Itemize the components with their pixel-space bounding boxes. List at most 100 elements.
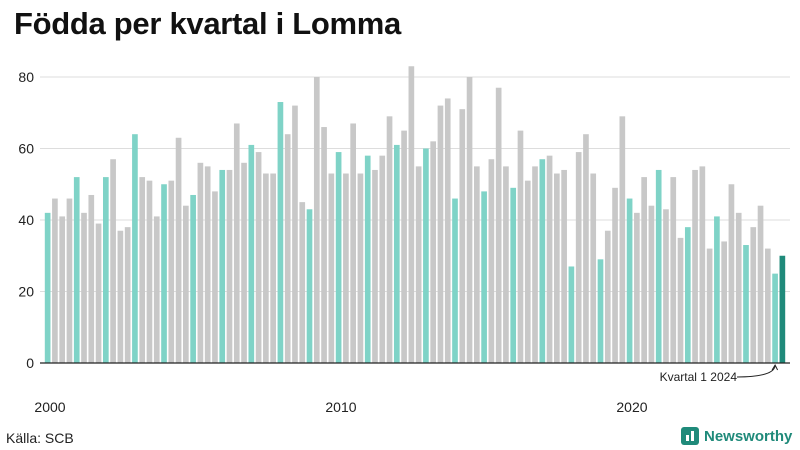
bar <box>772 273 778 364</box>
bar <box>692 169 698 363</box>
bar <box>444 98 451 363</box>
bar <box>241 162 247 363</box>
bar <box>364 155 371 363</box>
bar <box>561 169 567 363</box>
bar <box>168 180 175 363</box>
bar <box>670 177 677 363</box>
bar <box>648 205 655 363</box>
bar <box>124 227 131 363</box>
bar <box>103 177 109 363</box>
bar <box>44 212 51 363</box>
bar <box>284 134 291 363</box>
bar <box>423 148 429 363</box>
bar <box>110 159 116 363</box>
bar <box>481 191 487 363</box>
bar <box>357 173 364 363</box>
bar <box>73 177 80 363</box>
bar <box>401 130 407 364</box>
bar <box>764 248 771 363</box>
bar <box>95 223 102 363</box>
bar <box>233 123 240 363</box>
bar <box>153 216 160 363</box>
bar <box>270 173 276 363</box>
y-tick-label: 0 <box>26 355 34 371</box>
chart-title: Födda per kvartal i Lomma <box>14 6 401 41</box>
bar <box>175 137 182 363</box>
bar <box>728 184 735 363</box>
brand[interactable]: Newsworthy <box>681 427 792 445</box>
bar <box>735 212 742 363</box>
annotation-arrowhead <box>771 363 779 371</box>
bar <box>350 123 356 363</box>
bar <box>81 212 87 363</box>
bar <box>721 241 727 363</box>
bar <box>706 248 713 363</box>
bar <box>503 166 509 364</box>
bar <box>619 116 626 363</box>
bar <box>626 198 633 363</box>
bar <box>452 198 458 363</box>
bar <box>699 166 706 364</box>
bar <box>532 166 538 364</box>
bar <box>204 166 211 364</box>
bar <box>488 159 495 363</box>
bar <box>524 180 531 363</box>
y-tick-label: 20 <box>18 284 34 300</box>
bar <box>677 237 684 364</box>
bar <box>714 216 720 363</box>
bar <box>66 198 73 363</box>
bar <box>343 173 349 363</box>
bar <box>219 169 226 363</box>
bar <box>430 141 437 363</box>
bar <box>226 169 233 363</box>
bar <box>299 202 306 364</box>
bar <box>328 173 335 363</box>
bar <box>277 102 284 364</box>
source-note: Källa: SCB <box>6 430 74 446</box>
bar <box>743 245 749 363</box>
bar <box>641 177 647 363</box>
bar <box>306 209 313 363</box>
bar <box>393 144 400 363</box>
bar <box>132 134 138 363</box>
bar <box>263 173 269 363</box>
y-tick-label: 80 <box>18 69 34 85</box>
bar <box>335 152 342 363</box>
bar <box>408 66 415 364</box>
x-tick-label: 2000 <box>34 399 65 415</box>
newsworthy-logo-icon <box>681 427 699 445</box>
bar <box>292 105 298 363</box>
bar <box>554 173 560 363</box>
bar <box>139 177 146 363</box>
bar <box>197 162 204 363</box>
bar <box>510 187 517 363</box>
bar <box>583 134 589 363</box>
y-tick-label: 40 <box>18 212 34 228</box>
bar <box>59 216 66 363</box>
bar <box>539 159 546 363</box>
bar <box>634 212 640 363</box>
annotation-label: Kvartal 1 2024 <box>660 370 738 384</box>
bar <box>386 116 393 363</box>
bar <box>568 266 575 363</box>
bar <box>546 155 553 363</box>
x-tick-label: 2020 <box>616 399 647 415</box>
bar <box>212 191 218 363</box>
bar <box>161 184 167 363</box>
bar <box>255 152 262 363</box>
bar <box>52 198 58 363</box>
y-tick-label: 60 <box>18 141 34 157</box>
bar <box>597 259 604 363</box>
bar <box>379 155 386 363</box>
brand-name: Newsworthy <box>704 427 793 445</box>
bar <box>117 230 124 363</box>
bar <box>437 105 444 363</box>
bar <box>248 144 255 363</box>
bar <box>146 180 153 363</box>
bar <box>517 130 524 364</box>
bar <box>750 227 757 363</box>
bar <box>779 255 786 363</box>
bar <box>655 169 662 363</box>
bar <box>372 169 378 363</box>
bar <box>757 205 764 363</box>
